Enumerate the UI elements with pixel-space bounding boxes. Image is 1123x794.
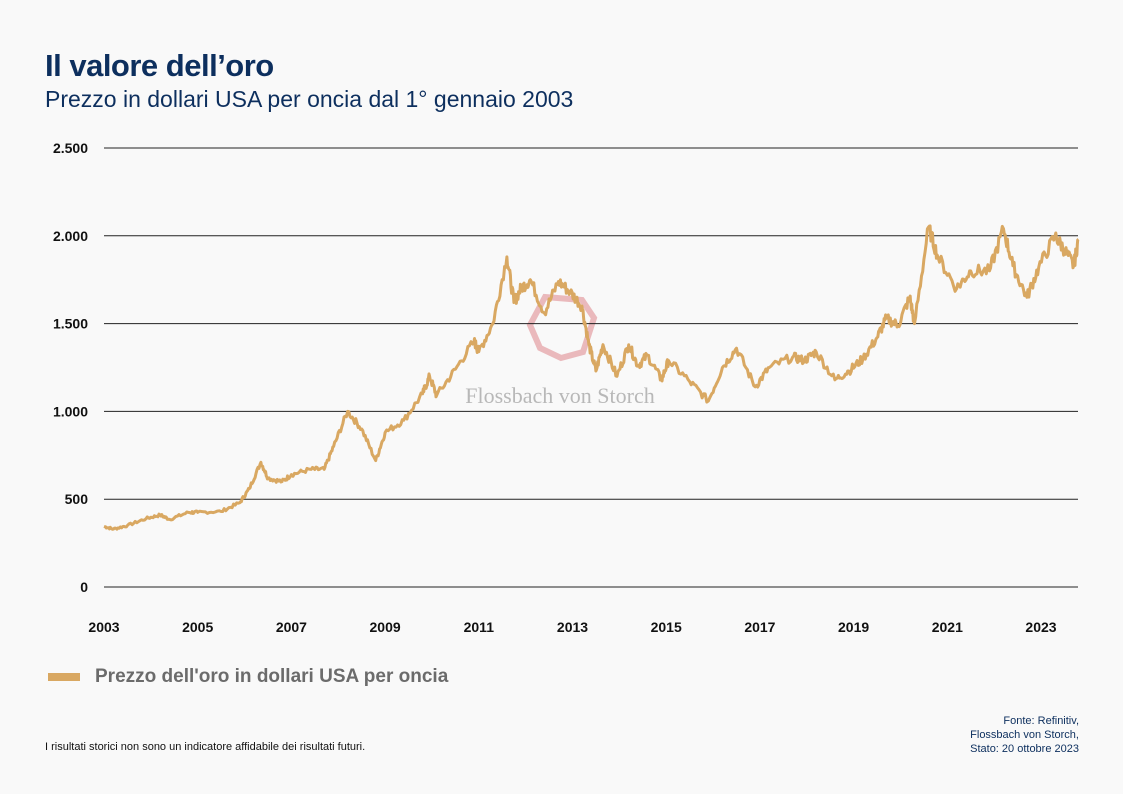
x-tick-label: 2015 <box>651 619 682 635</box>
source-line: Fonte: Refinitiv, <box>1003 715 1079 727</box>
y-tick-label: 2.000 <box>53 228 88 244</box>
y-tick-label: 1.500 <box>53 316 88 332</box>
y-tick-label: 2.500 <box>53 140 88 156</box>
legend: Prezzo dell'oro in dollari USA per oncia <box>48 666 448 688</box>
x-tick-label: 2021 <box>932 619 963 635</box>
y-tick-label: 0 <box>80 579 88 595</box>
legend-label: Prezzo dell'oro in dollari USA per oncia <box>95 666 449 687</box>
y-tick-label: 1.000 <box>53 403 88 419</box>
x-tick-label: 2017 <box>744 619 775 635</box>
x-tick-label: 2011 <box>464 619 495 635</box>
source-line: Stato: 20 ottobre 2023 <box>970 743 1079 755</box>
y-tick-label: 500 <box>65 491 89 507</box>
chart-subtitle: Prezzo in dollari USA per oncia dal 1° g… <box>45 86 574 112</box>
source-note: Fonte: Refinitiv, Flossbach von Storch, … <box>970 714 1079 756</box>
series-line-gold-price <box>103 224 1080 531</box>
watermark-text: Flossbach von Storch <box>465 383 654 408</box>
x-tick-label: 2003 <box>88 619 119 635</box>
x-tick-label: 2007 <box>276 619 307 635</box>
source-line: Flossbach von Storch, <box>970 729 1079 741</box>
chart-title: Il valore dell’oro <box>45 48 274 83</box>
disclaimer: I risultati storici non sono un indicato… <box>45 741 366 753</box>
watermark-logo: Flossbach von Storch <box>465 293 655 408</box>
x-tick-label: 2005 <box>182 619 213 635</box>
x-tick-label: 2019 <box>838 619 869 635</box>
legend-swatch <box>48 673 80 681</box>
x-tick-label: 2009 <box>370 619 401 635</box>
x-tick-label: 2023 <box>1025 619 1056 635</box>
x-tick-label: 2013 <box>557 619 588 635</box>
